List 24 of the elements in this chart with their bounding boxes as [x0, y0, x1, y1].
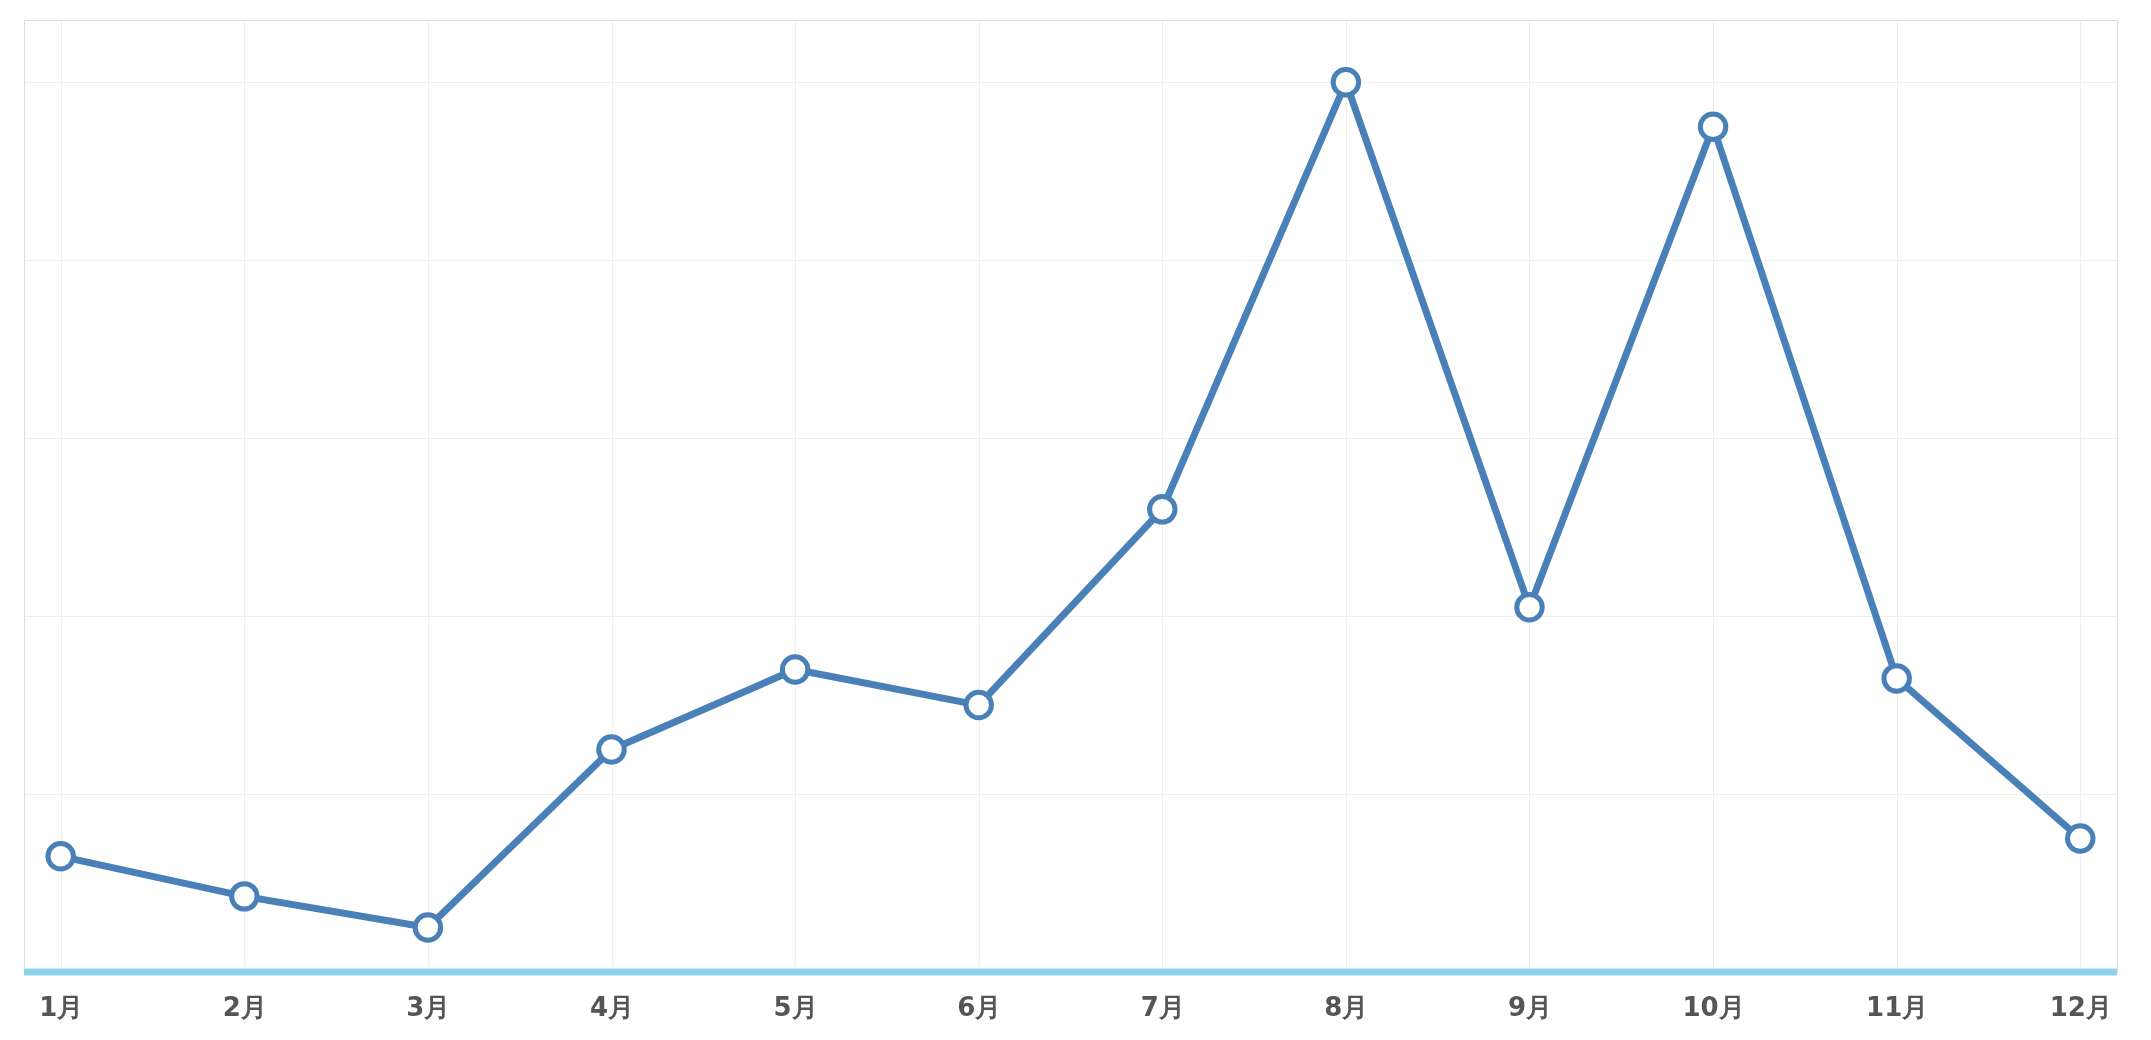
point	[1330, 67, 1362, 98]
point	[412, 912, 444, 943]
x-tick-label: 3月	[406, 991, 451, 1022]
x-tick-label: 11月	[1866, 991, 1929, 1022]
point	[45, 841, 76, 872]
x-tick-label: 4月	[589, 991, 635, 1022]
x-tick-label: 12月	[2049, 991, 2112, 1022]
x-tick-label: 10月	[1682, 991, 1745, 1022]
point	[963, 689, 994, 721]
x-tick-label: 1月	[39, 991, 84, 1022]
point	[779, 654, 811, 685]
x-tick-label: 5月	[773, 991, 818, 1022]
point	[1881, 663, 1912, 694]
point	[1514, 591, 1545, 623]
point	[596, 734, 627, 765]
x-tick-label: 8月	[1324, 991, 1369, 1022]
x-tick-label: 9月	[1507, 991, 1553, 1022]
point	[1697, 111, 1729, 142]
point	[2065, 823, 2096, 854]
x-tick-label: 2月	[222, 991, 267, 1022]
point	[1147, 494, 1178, 525]
point	[229, 881, 260, 912]
x-tick-label: 7月	[1140, 991, 1185, 1022]
x-tick-label: 6月	[957, 991, 1002, 1022]
